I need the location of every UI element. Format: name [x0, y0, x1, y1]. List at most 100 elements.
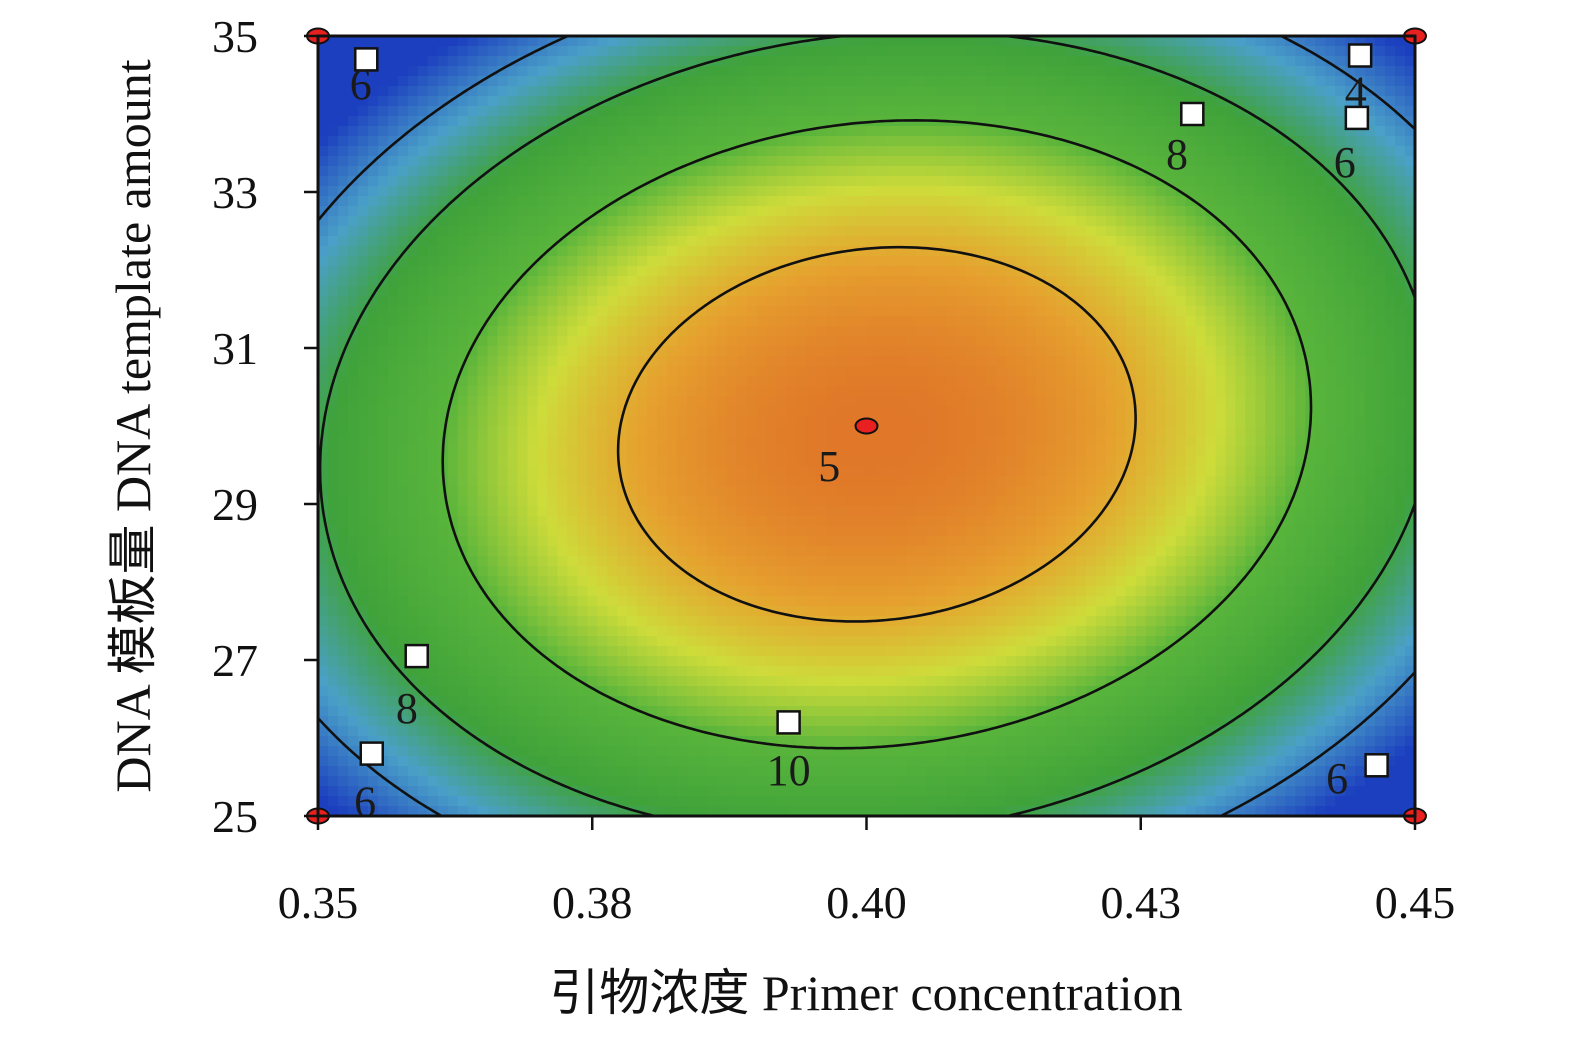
heat-cell: [686, 746, 698, 757]
heat-cell: [906, 306, 917, 317]
heat-cell: [896, 426, 907, 437]
heat-cell: [597, 536, 608, 547]
heat-cell: [318, 586, 329, 597]
heat-cell: [647, 126, 658, 137]
heat-cell: [647, 556, 658, 567]
heat-cell: [427, 136, 439, 147]
heat-cell: [527, 456, 538, 467]
heat-cell: [577, 196, 588, 207]
heat-cell: [347, 266, 359, 277]
heat-cell: [427, 776, 439, 787]
heat-cell: [936, 636, 947, 647]
heat-cell: [667, 746, 678, 757]
heat-cell: [467, 636, 479, 647]
heat-cell: [916, 796, 927, 807]
heat-cell: [906, 756, 917, 767]
heat-cell: [617, 376, 628, 387]
heat-cell: [926, 526, 937, 537]
heat-cell: [587, 666, 598, 677]
heat-cell: [327, 616, 339, 627]
heat-cell: [517, 96, 529, 107]
heat-cell: [876, 676, 888, 687]
heat-cell: [816, 716, 828, 727]
heat-cell: [577, 406, 588, 417]
heat-cell: [866, 246, 878, 257]
heat-cell: [517, 246, 529, 257]
heat-cell: [716, 126, 728, 137]
heat-cell: [577, 726, 588, 737]
heat-cell: [846, 386, 858, 397]
heat-cell: [856, 506, 868, 517]
heat-cell: [756, 176, 768, 187]
heat-cell: [647, 116, 658, 127]
heat-cell: [866, 546, 878, 557]
heat-cell: [467, 656, 479, 667]
heat-cell: [856, 466, 868, 477]
heat-cell: [836, 216, 848, 227]
heat-cell: [437, 786, 449, 797]
heat-cell: [836, 556, 848, 567]
heat-cell: [677, 296, 688, 307]
heat-cell: [617, 646, 628, 657]
heat-cell: [407, 446, 419, 457]
heat-cell: [876, 526, 888, 537]
heat-cell: [507, 626, 519, 637]
heat-cell: [846, 356, 858, 367]
heat-cell: [726, 796, 738, 807]
heat-cell: [806, 776, 818, 787]
heat-cell: [866, 166, 878, 177]
heat-cell: [517, 746, 529, 757]
heat-cell: [487, 286, 499, 297]
heat-cell: [896, 586, 907, 597]
heat-cell: [547, 186, 558, 197]
heat-cell: [846, 496, 858, 507]
heat-cell: [866, 446, 878, 457]
heat-cell: [746, 786, 758, 797]
heat-cell: [487, 326, 499, 337]
heat-cell: [447, 756, 459, 767]
heat-cell: [796, 146, 808, 157]
heat-cell: [916, 246, 927, 257]
heat-cell: [377, 366, 389, 377]
heat-cell: [357, 596, 369, 607]
heat-cell: [796, 576, 808, 587]
heat-cell: [826, 556, 838, 567]
heat-cell: [457, 106, 469, 117]
heat-cell: [397, 416, 409, 427]
heat-cell: [896, 666, 907, 677]
heat-cell: [886, 426, 898, 437]
heat-cell: [387, 126, 399, 137]
heat-cell: [567, 176, 578, 187]
heat-cell: [716, 766, 728, 777]
heat-cell: [856, 186, 868, 197]
heat-cell: [906, 466, 917, 477]
heat-cell: [786, 796, 798, 807]
heat-cell: [597, 406, 608, 417]
heat-cell: [627, 786, 638, 797]
heat-cell: [477, 326, 489, 337]
heat-cell: [726, 126, 738, 137]
heat-cell: [886, 376, 898, 387]
heat-cell: [387, 786, 399, 797]
heat-cell: [896, 36, 907, 47]
heat-cell: [447, 216, 459, 227]
heat-cell: [926, 496, 937, 507]
heat-cell: [507, 436, 519, 447]
heat-cell: [507, 46, 519, 57]
heat-cell: [617, 246, 628, 257]
heat-cell: [876, 736, 888, 747]
heat-cell: [796, 626, 808, 637]
heat-cell: [647, 366, 658, 377]
heat-cell: [716, 516, 728, 527]
heat-cell: [587, 496, 598, 507]
heat-cell: [806, 236, 818, 247]
heat-cell: [567, 796, 578, 807]
heat-cell: [577, 326, 588, 337]
heat-cell: [647, 736, 658, 747]
heat-cell: [936, 266, 947, 277]
heat-cell: [657, 416, 668, 427]
heat-cell: [856, 116, 868, 127]
heat-cell: [946, 796, 957, 807]
heat-cell: [507, 486, 519, 497]
heat-cell: [318, 596, 329, 607]
